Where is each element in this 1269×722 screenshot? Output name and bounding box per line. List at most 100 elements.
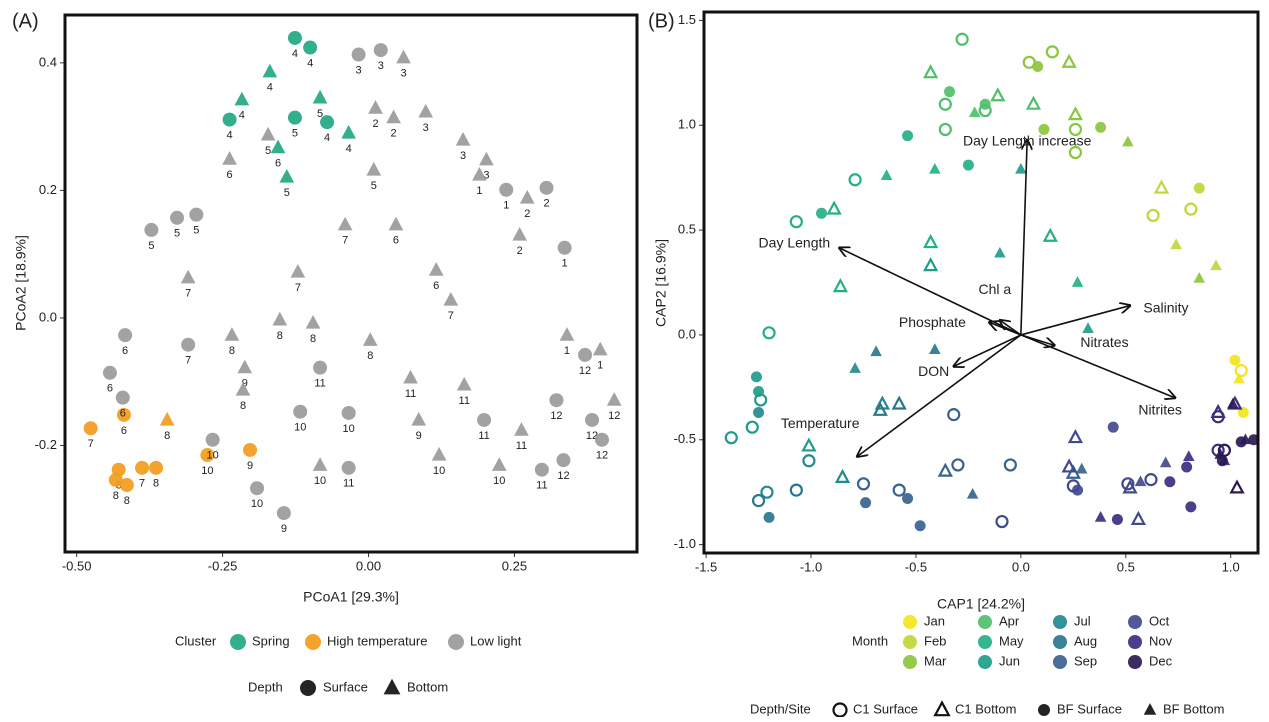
legend-marker xyxy=(978,615,992,629)
point xyxy=(243,442,258,457)
point xyxy=(762,326,776,340)
point-label: 4 xyxy=(324,132,330,144)
point-label: 2 xyxy=(543,198,549,210)
vector-label: Chl a xyxy=(979,281,1012,297)
point xyxy=(849,362,861,373)
point xyxy=(443,292,459,306)
legend-label: May xyxy=(999,633,1024,648)
vector-label: Temperature xyxy=(781,415,860,431)
point xyxy=(418,103,434,118)
point xyxy=(1072,484,1084,496)
point-label: 12 xyxy=(596,450,608,462)
point xyxy=(279,168,295,183)
point xyxy=(914,520,926,532)
point xyxy=(287,30,302,45)
legend-marker xyxy=(1143,703,1157,715)
point xyxy=(892,483,906,497)
legend-label: Sep xyxy=(1074,653,1097,668)
point xyxy=(592,341,608,356)
x-tick-label: 1.0 xyxy=(1222,559,1240,574)
point xyxy=(116,407,131,422)
point xyxy=(753,407,765,419)
point xyxy=(1164,476,1176,488)
point xyxy=(115,390,130,405)
point-label: 6 xyxy=(122,345,128,357)
legend-label: Low light xyxy=(470,633,522,648)
point-label: 11 xyxy=(536,480,547,492)
legend-marker xyxy=(383,678,401,695)
point xyxy=(1122,479,1138,494)
point-label: 1 xyxy=(597,360,603,372)
point-label: 8 xyxy=(310,333,316,345)
point xyxy=(260,126,276,141)
vector-label: DON xyxy=(918,363,949,379)
legend-title: Month xyxy=(852,633,888,648)
point xyxy=(1111,513,1123,525)
point xyxy=(108,472,123,487)
point xyxy=(1146,208,1160,222)
point xyxy=(205,432,220,447)
point xyxy=(320,115,335,130)
point xyxy=(750,371,762,383)
legend-marker xyxy=(1128,635,1142,649)
point xyxy=(1134,475,1147,487)
point xyxy=(290,263,306,278)
point xyxy=(1095,121,1107,133)
vector-arrow xyxy=(1000,320,1022,336)
x-tick-label: 0.0 xyxy=(1012,559,1030,574)
y-tick-label: -0.5 xyxy=(674,431,696,446)
point-label: 5 xyxy=(148,240,154,252)
point xyxy=(180,269,196,284)
point-label: 10 xyxy=(294,422,306,434)
legend-marker xyxy=(1053,615,1067,629)
y-axis-title: CAP2 [16.9%] xyxy=(653,239,669,327)
vector-label: Salinity xyxy=(1143,299,1188,315)
point xyxy=(411,411,427,426)
point-label: 3 xyxy=(356,64,362,76)
point xyxy=(1193,182,1205,194)
point xyxy=(1229,354,1241,366)
point xyxy=(789,483,803,497)
point xyxy=(1193,271,1206,283)
point xyxy=(455,131,471,146)
point xyxy=(1153,179,1170,194)
point xyxy=(222,112,237,127)
point xyxy=(519,189,535,204)
point xyxy=(951,458,965,472)
point xyxy=(396,49,411,64)
legend-marker xyxy=(1053,635,1067,649)
x-tick-label: 0.00 xyxy=(356,558,381,573)
point xyxy=(341,124,357,139)
point-label: 9 xyxy=(247,460,253,472)
legend-marker xyxy=(1038,704,1050,716)
point xyxy=(724,431,738,445)
legend-title: Depth xyxy=(248,679,283,694)
legend-marker xyxy=(1128,655,1142,669)
point-label: 12 xyxy=(550,410,562,422)
point xyxy=(763,511,775,523)
point xyxy=(1210,259,1222,271)
point xyxy=(594,432,609,447)
point-label: 9 xyxy=(242,378,248,390)
point xyxy=(880,169,893,180)
vector-label: Day Length increase xyxy=(963,133,1092,149)
point xyxy=(1107,421,1119,433)
point-label: 4 xyxy=(239,110,245,122)
point xyxy=(1015,162,1027,174)
point xyxy=(966,487,979,499)
point xyxy=(514,422,529,436)
point-label: 10 xyxy=(207,450,219,462)
point xyxy=(968,106,981,118)
x-axis-title: PCoA1 [29.3%] xyxy=(303,589,399,605)
plot-frame xyxy=(702,10,1260,555)
point xyxy=(585,412,600,427)
point xyxy=(477,412,492,427)
point xyxy=(938,97,952,111)
vector-arrow xyxy=(954,334,1022,366)
y-tick-label: 0.2 xyxy=(39,182,57,197)
point xyxy=(1229,479,1245,494)
point xyxy=(979,98,991,110)
point xyxy=(222,151,237,165)
point xyxy=(1130,510,1147,525)
